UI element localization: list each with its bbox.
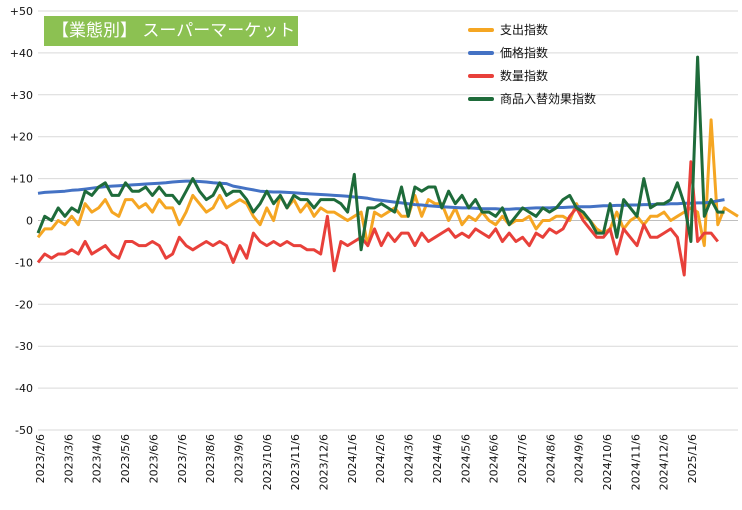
x-tick-label: 2023/10/6 [261, 434, 274, 490]
legend-item-product-change: 商品入替効果指数 [468, 87, 596, 110]
legend-label-product-change: 商品入替効果指数 [500, 92, 597, 106]
x-tick-label: 2023/9/6 [232, 434, 245, 483]
x-tick-label: 2024/4/6 [431, 434, 444, 483]
legend: 支出指数 価格指数 数量指数 商品入替効果指数 [468, 18, 596, 110]
x-tick-label: 2023/4/6 [91, 434, 104, 483]
x-tick-label: 2023/3/6 [62, 434, 75, 483]
legend-label-quantity: 数量指数 [500, 69, 549, 83]
legend-swatch-price [468, 50, 494, 55]
y-tick-label: -40 [15, 382, 33, 395]
legend-item-quantity: 数量指数 [468, 64, 596, 87]
x-tick-label: 2024/5/6 [459, 434, 472, 483]
y-tick-label: +10 [10, 173, 33, 186]
y-tick-label: +20 [10, 131, 33, 144]
x-tick-label: 2023/7/6 [176, 434, 189, 483]
series-line-2 [36, 160, 719, 277]
gridlines [38, 10, 738, 431]
legend-label-spending: 支出指数 [500, 23, 549, 37]
x-tick-label: 2024/2/6 [374, 434, 387, 483]
y-tick-label: -10 [15, 256, 33, 269]
x-tick-label: 2023/6/6 [147, 434, 160, 483]
x-axis-ticks: 2023/2/6 2023/3/6 2023/4/6 2023/5/6 2023/6/6… [34, 434, 699, 490]
series-lines [36, 55, 739, 277]
x-tick-label: 2023/5/6 [119, 434, 132, 483]
x-tick-label: 2024/7/6 [516, 434, 529, 483]
x-tick-label: 2023/8/6 [204, 434, 217, 483]
x-tick-label: 2024/9/6 [573, 434, 586, 483]
y-tick-label: +50 [10, 5, 33, 18]
legend-item-spending: 支出指数 [468, 18, 596, 41]
chart-title: 【業態別】 スーパーマーケット [44, 16, 298, 46]
y-tick-label: -30 [15, 340, 33, 353]
x-tick-label: 2024/11/6 [629, 434, 642, 490]
x-tick-label: 2024/12/6 [658, 434, 671, 490]
x-tick-label: 2023/11/6 [289, 434, 302, 490]
x-tick-label: 2025/1/6 [686, 434, 699, 483]
series-line-3 [36, 55, 725, 252]
y-tick-label: -50 [15, 424, 33, 437]
x-tick-label: 2023/2/6 [34, 434, 47, 483]
legend-swatch-spending [468, 27, 494, 32]
y-tick-label: +30 [10, 89, 33, 102]
legend-item-price: 価格指数 [468, 41, 596, 64]
legend-swatch-quantity [468, 73, 494, 78]
series-line-0 [36, 118, 739, 248]
x-tick-label: 2023/12/6 [318, 434, 331, 490]
x-tick-label: 2024/3/6 [403, 434, 416, 483]
y-tick-label: -20 [15, 298, 33, 311]
x-tick-label: 2024/10/6 [601, 434, 614, 490]
y-tick-label: +40 [10, 47, 33, 60]
y-tick-label: 0 [26, 215, 33, 228]
x-tick-label: 2024/6/6 [488, 434, 501, 483]
legend-label-price: 価格指数 [500, 46, 549, 60]
x-tick-label: 2024/8/6 [544, 434, 557, 483]
legend-swatch-product-change [468, 96, 494, 101]
y-axis-ticks: +50 +40 +30 +20 +10 0 -10 -20 -30 -40 -50 [10, 5, 33, 437]
x-tick-label: 2024/1/6 [346, 434, 359, 483]
